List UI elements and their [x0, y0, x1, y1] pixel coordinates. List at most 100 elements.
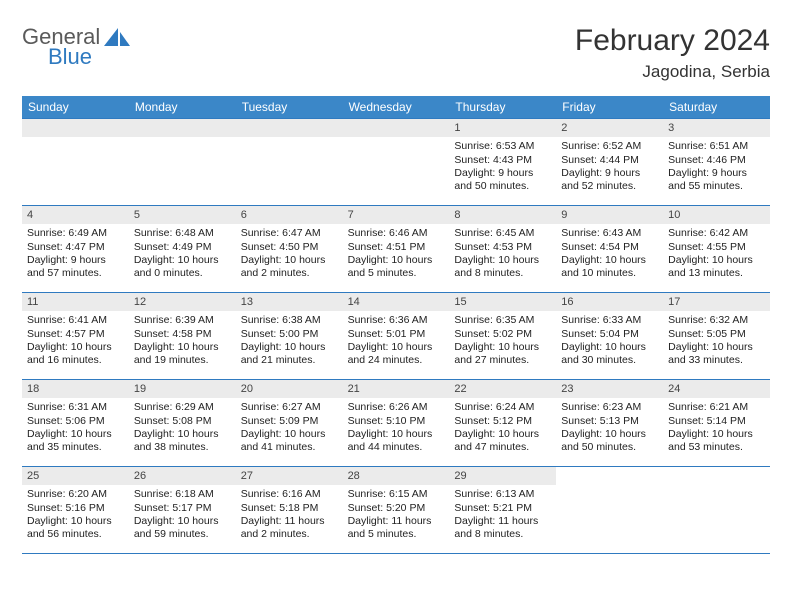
- day-number: 27: [236, 467, 343, 485]
- day-body: Sunrise: 6:45 AMSunset: 4:53 PMDaylight:…: [449, 224, 556, 286]
- sunrise-text: Sunrise: 6:21 AM: [668, 401, 765, 414]
- daylight-text: Daylight: 10 hours and 19 minutes.: [134, 341, 231, 368]
- day-body: Sunrise: 6:38 AMSunset: 5:00 PMDaylight:…: [236, 311, 343, 373]
- day-body: Sunrise: 6:52 AMSunset: 4:44 PMDaylight:…: [556, 137, 663, 199]
- day-cell: 2Sunrise: 6:52 AMSunset: 4:44 PMDaylight…: [556, 119, 663, 205]
- sunset-text: Sunset: 5:13 PM: [561, 415, 658, 428]
- day-number: 24: [663, 380, 770, 398]
- sunset-text: Sunset: 5:04 PM: [561, 328, 658, 341]
- daylight-text: Daylight: 10 hours and 33 minutes.: [668, 341, 765, 368]
- day-number: 3: [663, 119, 770, 137]
- location-label: Jagodina, Serbia: [575, 62, 770, 82]
- day-body: Sunrise: 6:32 AMSunset: 5:05 PMDaylight:…: [663, 311, 770, 373]
- sunrise-text: Sunrise: 6:35 AM: [454, 314, 551, 327]
- sunset-text: Sunset: 4:51 PM: [348, 241, 445, 254]
- sunrise-text: Sunrise: 6:41 AM: [27, 314, 124, 327]
- calendar-week: 1Sunrise: 6:53 AMSunset: 4:43 PMDaylight…: [22, 118, 770, 205]
- daylight-text: Daylight: 10 hours and 10 minutes.: [561, 254, 658, 281]
- weekday-wednesday: Wednesday: [343, 96, 450, 118]
- day-cell: 27Sunrise: 6:16 AMSunset: 5:18 PMDayligh…: [236, 467, 343, 553]
- daylight-text: Daylight: 10 hours and 8 minutes.: [454, 254, 551, 281]
- day-body: Sunrise: 6:27 AMSunset: 5:09 PMDaylight:…: [236, 398, 343, 460]
- day-body: Sunrise: 6:51 AMSunset: 4:46 PMDaylight:…: [663, 137, 770, 199]
- day-number: 17: [663, 293, 770, 311]
- sunset-text: Sunset: 5:06 PM: [27, 415, 124, 428]
- day-body: Sunrise: 6:13 AMSunset: 5:21 PMDaylight:…: [449, 485, 556, 547]
- day-cell: 18 Sunrise: 6:31 AMSunset: 5:06 PMDayligh…: [22, 380, 129, 466]
- day-number: 2: [556, 119, 663, 137]
- day-cell: 3Sunrise: 6:51 AMSunset: 4:46 PMDaylight…: [663, 119, 770, 205]
- sunset-text: Sunset: 5:01 PM: [348, 328, 445, 341]
- sunrise-text: Sunrise: 6:13 AM: [454, 488, 551, 501]
- day-cell: 22Sunrise: 6:24 AMSunset: 5:12 PMDayligh…: [449, 380, 556, 466]
- empty-day-bar: [236, 119, 343, 137]
- empty-day-bar: [343, 119, 450, 137]
- weekday-monday: Monday: [129, 96, 236, 118]
- daylight-text: Daylight: 11 hours and 2 minutes.: [241, 515, 338, 542]
- day-cell: 25Sunrise: 6:20 AMSunset: 5:16 PMDayligh…: [22, 467, 129, 553]
- sunset-text: Sunset: 5:05 PM: [668, 328, 765, 341]
- sunset-text: Sunset: 5:21 PM: [454, 502, 551, 515]
- day-number: 1: [449, 119, 556, 137]
- day-cell: 7Sunrise: 6:46 AMSunset: 4:51 PMDaylight…: [343, 206, 450, 292]
- sunset-text: Sunset: 4:44 PM: [561, 154, 658, 167]
- day-number: 23: [556, 380, 663, 398]
- day-number: 29: [449, 467, 556, 485]
- sunrise-text: Sunrise: 6:32 AM: [668, 314, 765, 327]
- sunset-text: Sunset: 5:17 PM: [134, 502, 231, 515]
- day-cell: 6Sunrise: 6:47 AMSunset: 4:50 PMDaylight…: [236, 206, 343, 292]
- sunrise-text: Sunrise: 6:52 AM: [561, 140, 658, 153]
- day-cell: 24Sunrise: 6:21 AMSunset: 5:14 PMDayligh…: [663, 380, 770, 466]
- sunrise-text: Sunrise: 6:15 AM: [348, 488, 445, 501]
- daylight-text: Daylight: 10 hours and 16 minutes.: [27, 341, 124, 368]
- daylight-text: Daylight: 9 hours and 50 minutes.: [454, 167, 551, 194]
- sunrise-text: Sunrise: 6:36 AM: [348, 314, 445, 327]
- daylight-text: Daylight: 10 hours and 13 minutes.: [668, 254, 765, 281]
- daylight-text: Daylight: 10 hours and 56 minutes.: [27, 515, 124, 542]
- day-cell: 21Sunrise: 6:26 AMSunset: 5:10 PMDayligh…: [343, 380, 450, 466]
- weeks-container: 1Sunrise: 6:53 AMSunset: 4:43 PMDaylight…: [22, 118, 770, 554]
- sunrise-text: Sunrise: 6:43 AM: [561, 227, 658, 240]
- sunrise-text: Sunrise: 6:33 AM: [561, 314, 658, 327]
- weekday-thursday: Thursday: [449, 96, 556, 118]
- day-body: Sunrise: 6:35 AMSunset: 5:02 PMDaylight:…: [449, 311, 556, 373]
- weekday-tuesday: Tuesday: [236, 96, 343, 118]
- sunset-text: Sunset: 5:09 PM: [241, 415, 338, 428]
- day-cell: 12Sunrise: 6:39 AMSunset: 4:58 PMDayligh…: [129, 293, 236, 379]
- day-body: Sunrise: 6:41 AMSunset: 4:57 PMDaylight:…: [22, 311, 129, 373]
- sunset-text: Sunset: 5:00 PM: [241, 328, 338, 341]
- calendar-week: 18 Sunrise: 6:31 AMSunset: 5:06 PMDayligh…: [22, 379, 770, 466]
- day-number: 6: [236, 206, 343, 224]
- sunset-text: Sunset: 4:50 PM: [241, 241, 338, 254]
- day-number: 13: [236, 293, 343, 311]
- day-cell: [22, 119, 129, 205]
- day-body: Sunrise: 6:49 AMSunset: 4:47 PMDaylight:…: [22, 224, 129, 286]
- daylight-text: Daylight: 11 hours and 8 minutes.: [454, 515, 551, 542]
- sunrise-text: Sunrise: 6:47 AM: [241, 227, 338, 240]
- day-body: Sunrise: 6:16 AMSunset: 5:18 PMDaylight:…: [236, 485, 343, 547]
- sunrise-text: Sunrise: 6:26 AM: [348, 401, 445, 414]
- calendar-week: 4Sunrise: 6:49 AMSunset: 4:47 PMDaylight…: [22, 205, 770, 292]
- day-body: Sunrise: 6:24 AMSunset: 5:12 PMDaylight:…: [449, 398, 556, 460]
- day-cell: 8Sunrise: 6:45 AMSunset: 4:53 PMDaylight…: [449, 206, 556, 292]
- sunset-text: Sunset: 5:08 PM: [134, 415, 231, 428]
- weekday-saturday: Saturday: [663, 96, 770, 118]
- daylight-text: Daylight: 10 hours and 5 minutes.: [348, 254, 445, 281]
- sunset-text: Sunset: 5:16 PM: [27, 502, 124, 515]
- day-number: 9: [556, 206, 663, 224]
- day-number: 18: [22, 380, 129, 398]
- day-cell: [663, 467, 770, 553]
- day-cell: 19Sunrise: 6:29 AMSunset: 5:08 PMDayligh…: [129, 380, 236, 466]
- day-number: 26: [129, 467, 236, 485]
- daylight-text: Daylight: 11 hours and 5 minutes.: [348, 515, 445, 542]
- day-cell: 29Sunrise: 6:13 AMSunset: 5:21 PMDayligh…: [449, 467, 556, 553]
- day-cell: 1Sunrise: 6:53 AMSunset: 4:43 PMDaylight…: [449, 119, 556, 205]
- day-body: Sunrise: 6:36 AMSunset: 5:01 PMDaylight:…: [343, 311, 450, 373]
- daylight-text: Daylight: 9 hours and 55 minutes.: [668, 167, 765, 194]
- day-cell: 16Sunrise: 6:33 AMSunset: 5:04 PMDayligh…: [556, 293, 663, 379]
- daylight-text: Daylight: 10 hours and 21 minutes.: [241, 341, 338, 368]
- day-cell: 5Sunrise: 6:48 AMSunset: 4:49 PMDaylight…: [129, 206, 236, 292]
- sunrise-text: Sunrise: 6:31 AM: [27, 401, 124, 414]
- sunset-text: Sunset: 4:43 PM: [454, 154, 551, 167]
- daylight-text: Daylight: 10 hours and 35 minutes.: [27, 428, 124, 455]
